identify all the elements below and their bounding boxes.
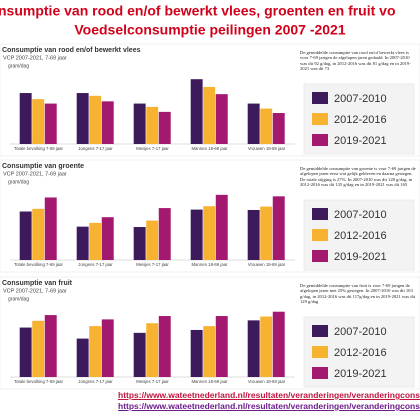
bar bbox=[260, 206, 273, 260]
legend-swatch bbox=[312, 208, 328, 220]
bar bbox=[146, 106, 159, 144]
note: De gemiddelde consumptie van rood en/of … bbox=[300, 50, 411, 72]
bar bbox=[32, 320, 45, 377]
bar bbox=[44, 315, 57, 377]
y-label: gram/dag bbox=[8, 179, 29, 185]
bar bbox=[158, 208, 171, 260]
bar bbox=[260, 316, 273, 377]
legend-swatch bbox=[312, 367, 328, 379]
legend-swatch bbox=[312, 113, 328, 125]
bar bbox=[203, 86, 216, 144]
legend-swatch bbox=[312, 346, 328, 358]
bar bbox=[19, 327, 32, 377]
bar bbox=[203, 326, 216, 377]
header-bg bbox=[0, 0, 420, 42]
bar bbox=[190, 329, 203, 377]
bar bbox=[89, 326, 102, 377]
bar bbox=[44, 197, 57, 260]
bar bbox=[101, 319, 114, 377]
note: De gemiddelde consumptie van fruit is vo… bbox=[300, 283, 416, 305]
bar bbox=[190, 79, 203, 144]
x-tick-label: Totale bevolking 7-69 jaar bbox=[14, 379, 64, 384]
legend-label: 2019-2021 bbox=[334, 251, 387, 263]
bar bbox=[19, 211, 32, 260]
link[interactable]: https://www.wateetnederland.nl/resultate… bbox=[118, 401, 420, 411]
bar bbox=[89, 95, 102, 144]
x-tick-label: Jongens 7-17 jaar bbox=[78, 379, 113, 384]
legend-swatch bbox=[312, 134, 328, 146]
bar bbox=[146, 323, 159, 377]
x-tick-label: Vrouwen 18-69 jaar bbox=[248, 262, 286, 267]
x-tick-label: Mannen 18-69 jaar bbox=[191, 379, 228, 384]
legend-label: 2007-2010 bbox=[334, 209, 387, 221]
header-title: nsumptie van rood en/of bewerkt vlees, g… bbox=[0, 3, 396, 19]
x-tick-label: Jongens 7-17 jaar bbox=[78, 262, 113, 267]
header-subtitle: Voedselconsumptie peilingen 2007 -2021 bbox=[74, 22, 345, 38]
legend-label: 2019-2021 bbox=[334, 135, 387, 147]
bar bbox=[247, 103, 260, 144]
legend-label: 2007-2010 bbox=[334, 326, 387, 338]
bar bbox=[133, 332, 146, 377]
chart-subtitle: VCP 2007-2021, 7-69 jaar bbox=[3, 171, 67, 177]
bar bbox=[76, 338, 89, 377]
bar bbox=[190, 209, 203, 260]
bar bbox=[133, 227, 146, 260]
bar bbox=[260, 108, 273, 144]
bar bbox=[89, 222, 102, 260]
x-tick-label: Vrouwen 18-69 jaar bbox=[248, 146, 286, 151]
legend-label: 2019-2021 bbox=[334, 368, 387, 380]
bar bbox=[272, 112, 285, 144]
legend-label: 2012-2016 bbox=[334, 347, 387, 359]
bar bbox=[203, 206, 216, 260]
x-tick-label: Meisjes 7-17 jaar bbox=[136, 262, 169, 267]
bar bbox=[215, 316, 228, 377]
x-tick-label: Totale bevolking 7-69 jaar bbox=[14, 262, 64, 267]
link[interactable]: https://www.wateetnederland.nl/resultate… bbox=[118, 390, 420, 400]
bar bbox=[158, 111, 171, 144]
bar bbox=[101, 217, 114, 260]
x-tick-label: Jongens 7-17 jaar bbox=[78, 146, 113, 151]
bar bbox=[101, 101, 114, 144]
bar bbox=[44, 103, 57, 144]
bar bbox=[247, 320, 260, 377]
bar bbox=[76, 226, 89, 260]
legend-swatch bbox=[312, 250, 328, 262]
legend-swatch bbox=[312, 92, 328, 104]
chart-title: Consumptie van groente bbox=[2, 163, 84, 170]
bar bbox=[133, 103, 146, 144]
bar bbox=[272, 311, 285, 377]
legend-label: 2007-2010 bbox=[334, 93, 387, 105]
x-tick-label: Totale bevolking 7-69 jaar bbox=[14, 146, 64, 151]
bar bbox=[158, 316, 171, 377]
chart-title: Consumptie van fruit bbox=[2, 280, 73, 287]
x-tick-label: Meisjes 7-17 jaar bbox=[136, 379, 169, 384]
y-label: gram/dag bbox=[8, 63, 29, 69]
chart-subtitle: VCP 2007-2021, 7-69 jaar bbox=[3, 288, 67, 294]
legend-swatch bbox=[312, 229, 328, 241]
legend-label: 2012-2016 bbox=[334, 230, 387, 242]
chart-title: Consumptie van rood en/of bewerkt vlees bbox=[2, 47, 141, 54]
chart-subtitle: VCP 2007-2021, 7-69 jaar bbox=[3, 55, 67, 61]
x-tick-label: Meisjes 7-17 jaar bbox=[136, 146, 169, 151]
x-tick-label: Mannen 18-69 jaar bbox=[191, 146, 228, 151]
bar bbox=[76, 93, 89, 144]
x-tick-label: Mannen 18-69 jaar bbox=[191, 262, 228, 267]
y-label: gram/dag bbox=[8, 296, 29, 302]
note: De gemiddelde consumptie van groente is … bbox=[300, 166, 416, 188]
bar bbox=[32, 99, 45, 144]
bar bbox=[272, 196, 285, 260]
bar bbox=[19, 93, 32, 144]
bar bbox=[146, 220, 159, 260]
legend-label: 2012-2016 bbox=[334, 114, 387, 126]
bar bbox=[215, 194, 228, 260]
bar bbox=[215, 94, 228, 144]
bar bbox=[32, 208, 45, 260]
legend-swatch bbox=[312, 325, 328, 337]
bar bbox=[247, 209, 260, 260]
x-tick-label: Vrouwen 18-69 jaar bbox=[248, 379, 286, 384]
